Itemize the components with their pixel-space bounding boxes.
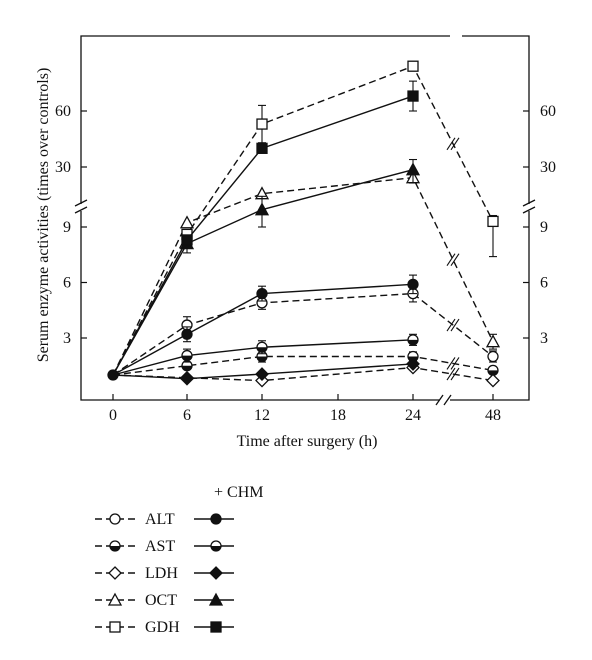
series-ldh-chm: [112, 356, 420, 386]
data-point: [181, 234, 193, 246]
x-tick-label: 24: [405, 407, 421, 424]
series-line: [112, 339, 414, 376]
data-point: [407, 90, 419, 102]
plot-frame: [80, 35, 530, 401]
data-point: [407, 60, 419, 72]
series-gdh-chm: [112, 80, 419, 376]
legend-control-marker: [109, 513, 121, 525]
x-tick-label: 18: [330, 407, 346, 424]
data-point: [182, 365, 192, 371]
series-line: [112, 95, 414, 376]
legend-chm-marker: [208, 592, 224, 606]
legend-row-gdh: GDH: [95, 619, 234, 636]
segment-break-mark: [450, 357, 460, 370]
data-point: [257, 356, 267, 362]
series-ldh-control: [112, 360, 500, 388]
legend-chm-marker: [210, 513, 222, 525]
legend: + CHM ALT AST LDH OCT GDH: [95, 484, 263, 636]
data-point: [256, 287, 268, 300]
segment-break-mark: [446, 318, 456, 332]
segment-break-mark: [450, 367, 460, 381]
data-point: [181, 328, 193, 340]
data-point: [487, 350, 499, 363]
segment-break-mark: [446, 367, 456, 381]
series-oct-chm: [112, 158, 421, 376]
series-line: [112, 168, 414, 376]
x-tick-label: 12: [254, 407, 270, 424]
series-gdh-control: [112, 60, 499, 376]
series-line: [112, 176, 494, 376]
legend-control-marker: [109, 621, 121, 633]
data-point: [256, 142, 268, 154]
legend-chm-marker: [211, 546, 221, 551]
y-tick-label-right: 6: [540, 275, 548, 292]
series-line: [112, 363, 414, 380]
data-point: [257, 347, 267, 353]
y-axis-label: Serum enzyme activities (times over cont…: [35, 68, 52, 363]
data-point: [408, 339, 418, 345]
y-tick-label-right: 9: [540, 219, 548, 236]
legend-control-marker: [110, 546, 120, 551]
series-layer: [107, 60, 501, 388]
legend-chm-marker: [209, 566, 223, 580]
legend-chm-marker: [210, 621, 222, 633]
segment-break-mark: [446, 357, 456, 370]
data-point: [254, 202, 270, 216]
legend-row-ast: AST: [95, 538, 234, 555]
legend-row-alt: ALT: [95, 511, 234, 528]
y-tick-label-left: 3: [63, 330, 71, 347]
y-tick-label-right: 30: [540, 159, 556, 176]
series-alt-control: [112, 284, 499, 376]
legend-label: GDH: [145, 619, 180, 636]
data-point: [406, 356, 420, 371]
data-point: [182, 355, 192, 361]
data-point: [180, 371, 194, 386]
data-point: [179, 215, 195, 229]
segment-break-mark: [450, 318, 460, 332]
y-tick-label-left: 30: [55, 159, 71, 176]
x-axis-label: Time after surgery (h): [237, 433, 378, 450]
data-point: [256, 118, 268, 130]
series-ast-chm: [112, 333, 419, 376]
data-point: [255, 367, 269, 381]
series-line: [112, 65, 494, 376]
legend-label: AST: [145, 538, 175, 555]
data-point: [485, 334, 501, 348]
segment-break-mark: [446, 253, 456, 266]
legend-label: OCT: [145, 592, 177, 609]
axis-break-marks: [74, 199, 536, 406]
y-tick-label-left: 6: [63, 275, 71, 292]
legend-row-ldh: LDH: [95, 565, 234, 582]
x-tick-label: 48: [485, 407, 501, 424]
y-tick-label-left: 60: [55, 103, 71, 120]
x-tick-label: 6: [183, 407, 191, 424]
x-tick-label: 0: [109, 407, 117, 424]
legend-label: ALT: [145, 511, 175, 528]
series-line: [112, 355, 494, 376]
y-tick-label-left: 9: [63, 219, 71, 236]
y-tick-label-right: 60: [540, 103, 556, 120]
legend-label: LDH: [145, 565, 178, 582]
series-alt-chm: [112, 274, 419, 376]
series-line: [112, 283, 414, 376]
data-point: [487, 215, 499, 228]
series-line: [112, 366, 494, 382]
segment-break-mark: [446, 137, 456, 151]
axis-ticks: 0 6 12 18 24 48 3 3 6 6 9 9 30 30 60 60: [55, 103, 556, 424]
legend-header: + CHM: [214, 484, 263, 501]
legend-control-marker: [108, 566, 122, 580]
data-point: [405, 162, 421, 176]
legend-control-marker: [107, 592, 123, 606]
legend-row-oct: OCT: [95, 592, 234, 609]
data-point-origin: [107, 369, 119, 381]
data-point: [488, 370, 498, 376]
data-point: [407, 278, 419, 291]
segment-break-mark: [450, 137, 460, 151]
segment-break-mark: [450, 253, 460, 266]
y-tick-label-right: 3: [540, 330, 548, 347]
series-line: [112, 292, 494, 376]
data-point: [486, 373, 500, 388]
